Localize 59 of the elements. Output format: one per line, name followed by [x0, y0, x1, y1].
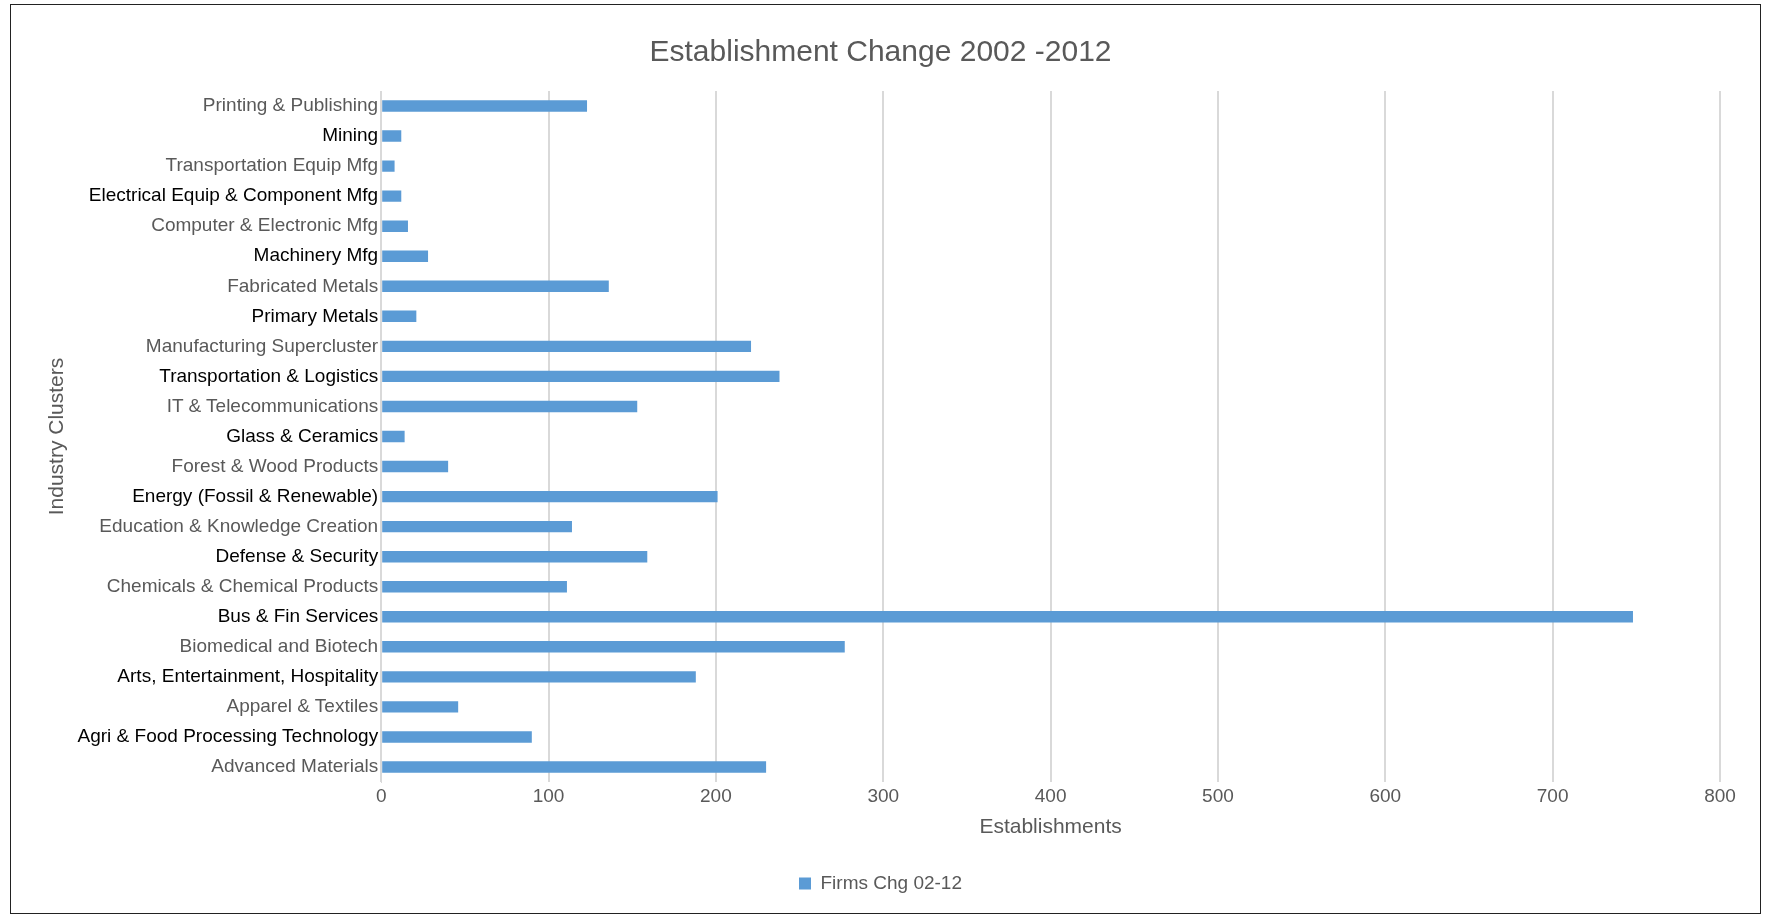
y-tick-label: Primary Metals [251, 304, 379, 326]
bar [382, 100, 588, 112]
y-tick-label: IT & Telecommunications [166, 394, 379, 416]
y-tick-label: Biomedical and Biotech [179, 635, 379, 657]
bar [382, 220, 408, 232]
y-tick-label: Advanced Materials [211, 755, 379, 777]
bar [382, 490, 718, 503]
bar [382, 160, 395, 172]
y-tick-label: Education & Knowledge Creation [99, 514, 379, 536]
bar [382, 190, 402, 202]
bar [382, 550, 648, 563]
y-tick-label: Transportation Equip Mfg [165, 154, 379, 176]
y-axis-title: Industry Clusters [44, 357, 68, 516]
y-tick-label: Fabricated Metals [227, 274, 379, 296]
y-tick-label: Printing & Publishing [202, 94, 379, 116]
x-tick-label: 700 [1536, 784, 1569, 806]
bar [382, 731, 532, 743]
bar [382, 280, 609, 292]
x-tick-label: 0 [375, 784, 387, 806]
y-tick-label: Arts, Entertainment, Hospitality [117, 665, 379, 687]
y-tick-label: Chemicals & Chemical Products [106, 574, 379, 596]
bar [382, 130, 402, 142]
x-tick-label: 600 [1369, 784, 1402, 806]
y-tick-label: Agri & Food Processing Technology [77, 725, 379, 747]
bar [382, 671, 696, 683]
x-tick-label: 100 [532, 784, 565, 806]
x-tick-label: 200 [700, 784, 732, 806]
x-tick-label: 800 [1704, 784, 1736, 806]
y-tick-label: Machinery Mfg [253, 244, 379, 266]
x-tick-label: 400 [1034, 784, 1067, 806]
y-tick-label: Manufacturing Supercluster [145, 334, 379, 356]
y-tick-label: Forest & Wood Products [171, 454, 379, 476]
y-tick-label: Electrical Equip & Component Mfg [88, 184, 379, 206]
bar [382, 370, 780, 383]
bar [382, 581, 567, 593]
y-tick-label: Transportation & Logistics [159, 364, 379, 386]
bar [382, 460, 449, 473]
y-tick-label: Computer & Electronic Mfg [151, 214, 379, 236]
y-tick-label: Defense & Security [215, 544, 379, 566]
bar [382, 611, 1633, 623]
y-tick-label: Glass & Ceramics [226, 424, 379, 446]
bar [382, 250, 429, 262]
bar [382, 310, 417, 323]
chart-title: Establishment Change 2002 -2012 [649, 34, 1112, 68]
y-tick-label: Bus & Fin Services [217, 605, 379, 626]
bar [382, 761, 767, 773]
bar [382, 400, 638, 413]
x-tick-label: 500 [1202, 784, 1234, 806]
y-tick-label: Mining [322, 124, 379, 146]
bar [382, 430, 405, 443]
y-tick-label: Apparel & Textiles [226, 695, 379, 717]
bar [382, 340, 752, 353]
bar [382, 641, 845, 653]
bar [382, 520, 572, 533]
legend-label: Firms Chg 02-12 [820, 871, 963, 893]
y-tick-label: Energy (Fossil & Renewable) [132, 484, 379, 506]
x-axis-title: Establishments [979, 814, 1122, 838]
x-tick-label: 300 [867, 784, 900, 806]
bar [382, 701, 459, 713]
